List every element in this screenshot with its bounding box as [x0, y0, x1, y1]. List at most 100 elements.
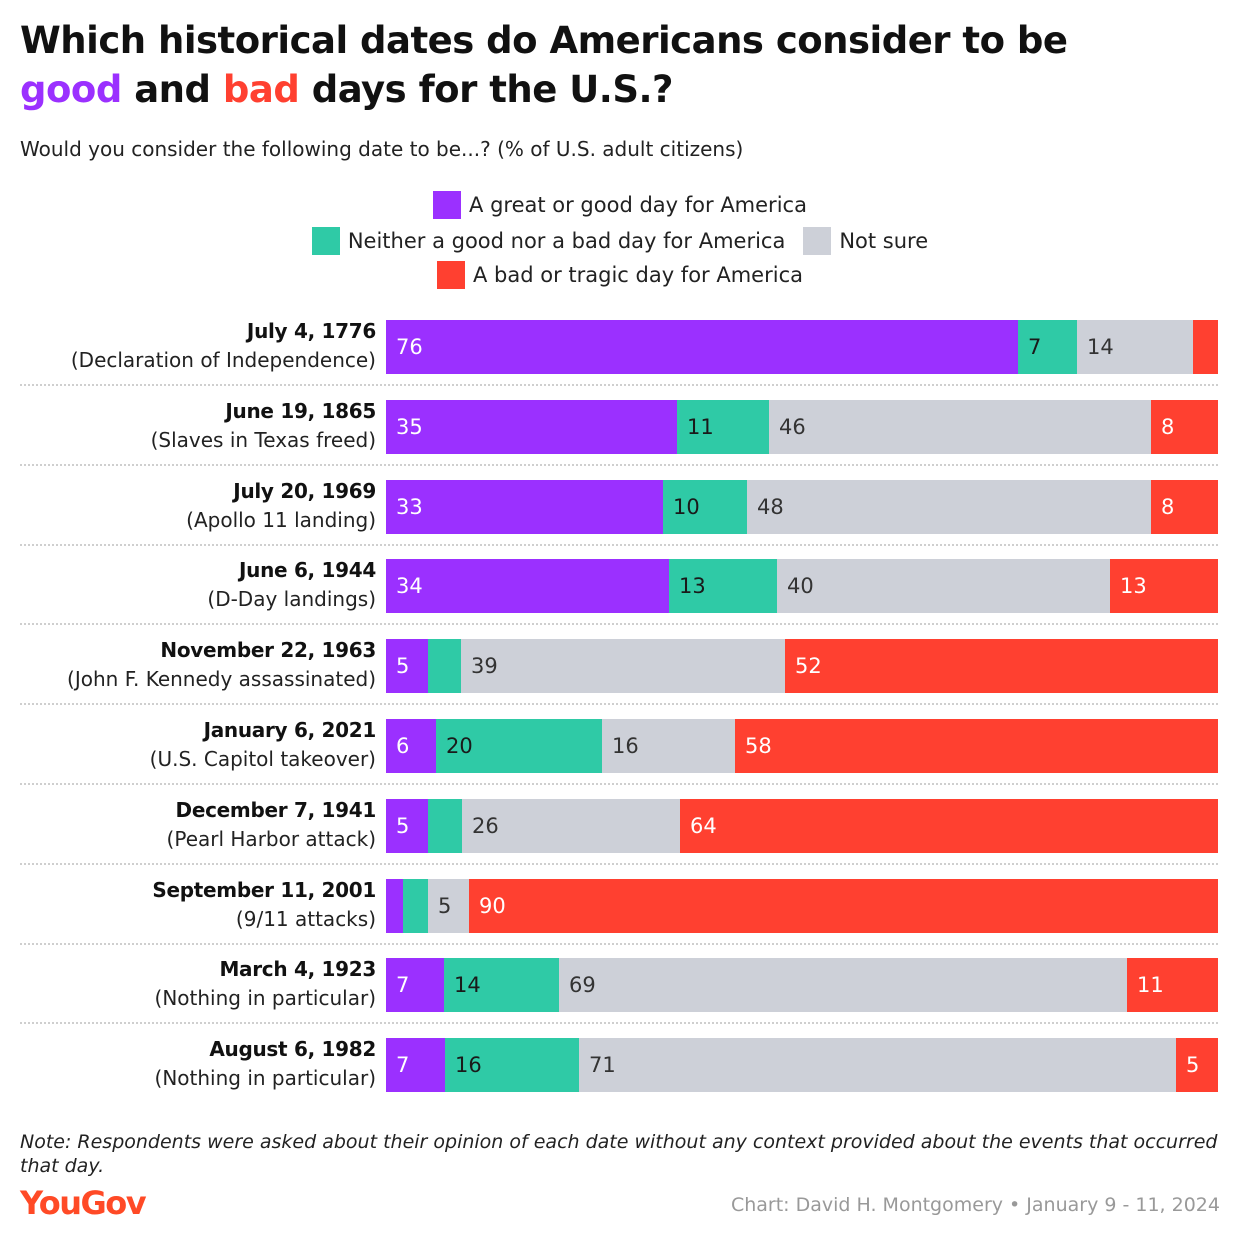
legend-swatch-not-sure	[803, 227, 832, 255]
data-label-good: 7	[396, 973, 410, 997]
bar-segment-good	[386, 719, 436, 773]
row-event: (Slaves in Texas freed)	[150, 428, 376, 452]
bar-segment-not-sure	[462, 799, 680, 853]
footnote: Note: Respondents were asked about their…	[20, 1131, 1218, 1177]
bar-segment-bad	[1193, 320, 1218, 374]
legend-swatch-good	[433, 191, 462, 219]
row-divider	[20, 623, 1218, 625]
bar-segment-bad	[1151, 400, 1218, 454]
row-label: December 7, 1941 (Pearl Harbor attack)	[0, 796, 377, 854]
bar-segment-good	[386, 400, 677, 454]
bar-segment-not-sure	[1077, 320, 1193, 374]
bar-segment-good	[386, 799, 428, 853]
legend-label-neither: Neither a good nor a bad day for America	[347, 229, 786, 253]
legend-item-good: A great or good day for America	[433, 191, 807, 219]
data-label-bad: 64	[690, 814, 717, 838]
legend-row-1: A great or good day for America	[0, 191, 1240, 219]
data-label-bad: 52	[795, 654, 822, 678]
data-label-bad: 11	[1137, 973, 1164, 997]
data-label-good: 7	[396, 1053, 410, 1077]
row-label: March 4, 1923 (Nothing in particular)	[0, 955, 377, 1013]
bar-segment-not-sure	[602, 719, 735, 773]
bar-segment-neither	[444, 958, 559, 1012]
bar-segment-neither	[428, 799, 462, 853]
row-label: July 20, 1969 (Apollo 11 landing)	[0, 477, 376, 535]
data-label-good: 5	[396, 814, 410, 838]
data-label-good: 76	[396, 335, 423, 359]
data-label-not-sure: 26	[472, 814, 499, 838]
bar-segment-bad	[1110, 559, 1218, 613]
bar-segment-bad	[680, 799, 1218, 853]
bar-segment-good	[386, 480, 663, 534]
data-label-not-sure: 48	[757, 495, 784, 519]
legend-item-neither: Neither a good nor a bad day for America	[311, 227, 786, 255]
data-label-neither: 20	[446, 734, 473, 758]
bar-segment-neither	[445, 1038, 579, 1092]
bar-segment-good	[386, 639, 428, 693]
row-divider	[20, 384, 1218, 386]
bar-row: 6 20 16 58	[386, 719, 1218, 773]
bar-segment-good	[386, 320, 1018, 374]
row-event: (9/11 attacks)	[235, 907, 376, 931]
data-label-not-sure: 14	[1087, 335, 1114, 359]
bar-row: 7 16 71 5	[386, 1038, 1218, 1092]
bar-segment-not-sure	[461, 639, 785, 693]
data-label-not-sure: 40	[787, 574, 814, 598]
bar-segment-neither	[1018, 320, 1077, 374]
row-date: July 4, 1776	[246, 319, 376, 343]
data-label-neither: 13	[679, 574, 706, 598]
row-event: (John F. Kennedy assassinated)	[67, 667, 376, 691]
legend-swatch-bad	[436, 261, 465, 289]
title-bad-word: bad	[222, 68, 300, 111]
bar-segment-not-sure	[769, 400, 1151, 454]
legend-row-2: Neither a good nor a bad day for America…	[0, 227, 1240, 255]
bar-segment-not-sure	[559, 958, 1127, 1012]
row-divider	[20, 783, 1218, 785]
bar-segment-not-sure	[777, 559, 1110, 613]
data-label-bad: 58	[745, 734, 772, 758]
row-divider	[20, 943, 1218, 945]
row-date: December 7, 1941	[175, 798, 377, 822]
row-date: June 6, 1944	[239, 558, 376, 582]
data-label-bad: 13	[1120, 574, 1147, 598]
row-date: March 4, 1923	[219, 957, 376, 981]
bar-segment-bad	[469, 879, 1218, 933]
data-label-good: 33	[396, 495, 423, 519]
data-label-not-sure: 71	[589, 1053, 616, 1077]
bar-segment-bad	[735, 719, 1218, 773]
row-date: July 20, 1969	[233, 479, 376, 503]
data-label-bad: 8	[1161, 495, 1175, 519]
bar-row: 5 26 64	[386, 799, 1218, 853]
bar-segment-not-sure	[747, 480, 1151, 534]
row-label: June 6, 1944 (D-Day landings)	[0, 556, 376, 614]
title-part1: Which historical dates do Americans cons…	[20, 19, 1068, 62]
bar-segment-neither	[436, 719, 602, 773]
bar-segment-good	[386, 879, 403, 933]
row-label: September 11, 2001 (9/11 attacks)	[0, 876, 376, 934]
row-date: January 6, 2021	[203, 718, 377, 742]
row-label: June 19, 1865 (Slaves in Texas freed)	[0, 397, 377, 455]
legend-label-bad: A bad or tragic day for America	[472, 263, 803, 287]
chart-subtitle: Would you consider the following date to…	[20, 137, 744, 161]
data-label-neither: 11	[687, 415, 714, 439]
data-label-neither: 16	[455, 1053, 482, 1077]
bar-segment-not-sure	[428, 879, 469, 933]
bar-segment-good	[386, 559, 669, 613]
row-divider	[20, 703, 1218, 705]
bar-segment-bad	[1127, 958, 1218, 1012]
row-event: (Pearl Harbor attack)	[166, 827, 376, 851]
data-label-neither: 14	[454, 973, 481, 997]
bar-segment-neither	[677, 400, 769, 454]
row-event: (D-Day landings)	[207, 587, 376, 611]
title-part2: days for the U.S.?	[311, 68, 674, 111]
chart-title: Which historical dates do Americans cons…	[20, 16, 1220, 114]
bar-row: 5 90	[386, 879, 1218, 933]
row-divider	[20, 464, 1218, 466]
data-label-good: 6	[396, 734, 410, 758]
title-good-word: good	[20, 68, 122, 111]
data-label-neither: 10	[673, 495, 700, 519]
row-event: (Nothing in particular)	[154, 986, 376, 1010]
row-date: August 6, 1982	[209, 1037, 376, 1061]
bar-row: 35 11 46 8	[386, 400, 1218, 454]
bar-segment-neither	[669, 559, 777, 613]
